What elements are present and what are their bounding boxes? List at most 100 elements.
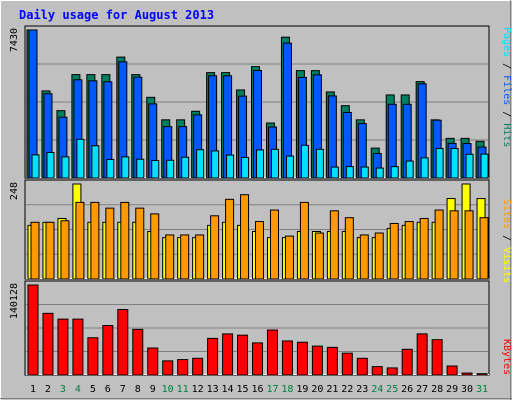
bar-kbytes-day-9 xyxy=(147,347,159,376)
bar-sites-day-31 xyxy=(479,217,489,280)
bar-files-day-21 xyxy=(327,95,337,179)
bar-sites-day-3 xyxy=(60,220,70,280)
x-tick-label-day-15: 15 xyxy=(237,384,249,395)
bar-pages-day-23 xyxy=(360,166,369,179)
bar-kbytes-day-25 xyxy=(386,367,398,376)
bar-sites-day-25 xyxy=(389,222,399,280)
bar-sites-day-29 xyxy=(449,210,459,280)
x-tick-label-day-13: 13 xyxy=(207,384,219,395)
x-tick-label-day-3: 3 xyxy=(60,384,66,395)
x-tick-label-day-25: 25 xyxy=(386,384,398,395)
x-tick-label-day-27: 27 xyxy=(416,384,428,395)
x-tick-label-day-7: 7 xyxy=(120,384,126,395)
legend-pages-files-hits-part: Pages xyxy=(501,27,512,57)
bar-sites-day-23 xyxy=(359,234,369,280)
bar-sites-day-19 xyxy=(299,201,309,280)
bar-pages-day-16 xyxy=(256,149,265,179)
y-max-label: 140128 xyxy=(9,283,20,319)
bar-pages-day-29 xyxy=(450,148,459,179)
bar-pages-day-13 xyxy=(211,150,220,179)
bar-pages-day-18 xyxy=(285,155,294,179)
bar-pages-day-20 xyxy=(315,148,324,179)
bar-kbytes-day-10 xyxy=(162,360,174,376)
bar-sites-day-30 xyxy=(464,210,474,280)
bar-sites-day-7 xyxy=(120,201,130,280)
legend-pages-files-hits-part: Files xyxy=(501,75,512,105)
legend-sites-visits-part: Visits xyxy=(501,247,512,283)
bar-kbytes-day-4 xyxy=(72,318,84,376)
bar-sites-day-9 xyxy=(150,213,160,280)
bar-sites-day-2 xyxy=(45,221,55,280)
x-tick-label-day-17: 17 xyxy=(266,384,278,395)
bar-pages-day-14 xyxy=(226,154,235,179)
legend-sites-visits: Sites / Visits xyxy=(501,199,512,283)
bar-kbytes-day-12 xyxy=(192,357,204,376)
x-tick-label-day-30: 30 xyxy=(461,384,473,395)
bar-pages-day-26 xyxy=(405,160,414,179)
bar-sites-day-13 xyxy=(210,215,220,280)
x-tick-label-day-31: 31 xyxy=(476,384,488,395)
bar-sites-day-21 xyxy=(329,210,339,280)
bar-kbytes-day-6 xyxy=(102,325,114,376)
legend-kbytes-part: KBytes xyxy=(501,339,512,375)
bar-pages-day-17 xyxy=(270,148,279,179)
bar-pages-day-7 xyxy=(121,156,130,179)
bar-kbytes-day-2 xyxy=(42,312,54,376)
bar-pages-day-21 xyxy=(330,166,339,179)
bar-sites-day-28 xyxy=(434,209,444,280)
bar-pages-day-25 xyxy=(390,166,399,179)
bar-sites-day-22 xyxy=(344,217,354,280)
bar-pages-day-4 xyxy=(76,138,85,179)
x-tick-label-day-28: 28 xyxy=(431,384,443,395)
x-tick-label-day-10: 10 xyxy=(162,384,174,395)
bar-kbytes-day-27 xyxy=(416,333,428,376)
bar-sites-day-20 xyxy=(314,232,324,280)
bar-pages-day-28 xyxy=(435,148,444,179)
x-tick-label-day-1: 1 xyxy=(30,384,36,395)
bar-sites-day-8 xyxy=(135,207,145,280)
x-tick-label-day-19: 19 xyxy=(296,384,308,395)
bar-kbytes-day-29 xyxy=(446,365,458,376)
bar-kbytes-day-23 xyxy=(356,357,368,376)
x-tick-label-day-20: 20 xyxy=(311,384,323,395)
bar-kbytes-day-14 xyxy=(222,333,234,376)
bar-sites-day-14 xyxy=(225,198,235,280)
bar-sites-day-18 xyxy=(284,235,294,280)
x-tick-label-day-23: 23 xyxy=(356,384,368,395)
bar-sites-day-16 xyxy=(255,221,265,280)
x-tick-label-day-8: 8 xyxy=(135,384,141,395)
bar-kbytes-day-16 xyxy=(252,342,264,376)
bar-sites-day-4 xyxy=(75,201,85,280)
bar-pages-day-8 xyxy=(136,158,145,179)
x-tick-label-day-12: 12 xyxy=(192,384,204,395)
bar-sites-day-11 xyxy=(180,234,190,280)
y-max-label: 7430 xyxy=(9,28,20,52)
x-tick-label-day-6: 6 xyxy=(105,384,111,395)
bar-kbytes-day-1 xyxy=(27,284,39,376)
bar-kbytes-day-5 xyxy=(87,337,99,376)
bar-pages-day-11 xyxy=(181,156,190,179)
x-tick-label-day-21: 21 xyxy=(326,384,338,395)
bar-pages-day-31 xyxy=(480,153,489,179)
x-tick-label-day-9: 9 xyxy=(150,384,156,395)
bar-sites-day-6 xyxy=(105,207,115,280)
legend-pages-files-hits-part: Hits xyxy=(501,123,512,147)
bar-kbytes-day-15 xyxy=(237,334,249,376)
bar-kbytes-day-17 xyxy=(266,329,278,376)
x-tick-label-day-5: 5 xyxy=(90,384,96,395)
bar-pages-day-15 xyxy=(241,156,250,179)
x-tick-label-day-18: 18 xyxy=(281,384,293,395)
bar-kbytes-day-7 xyxy=(117,308,129,376)
bar-sites-day-10 xyxy=(165,234,175,280)
x-tick-label-day-16: 16 xyxy=(251,384,263,395)
bar-pages-day-22 xyxy=(345,166,354,179)
x-tick-label-day-24: 24 xyxy=(371,384,383,395)
bar-pages-day-9 xyxy=(151,159,160,179)
legend-sites-visits-part: Sites xyxy=(501,199,512,229)
bar-kbytes-day-26 xyxy=(401,348,413,376)
x-tick-label-day-11: 11 xyxy=(177,384,189,395)
bar-pages-day-5 xyxy=(91,145,100,179)
bar-kbytes-day-3 xyxy=(57,318,69,376)
x-tick-label-day-4: 4 xyxy=(75,384,81,395)
